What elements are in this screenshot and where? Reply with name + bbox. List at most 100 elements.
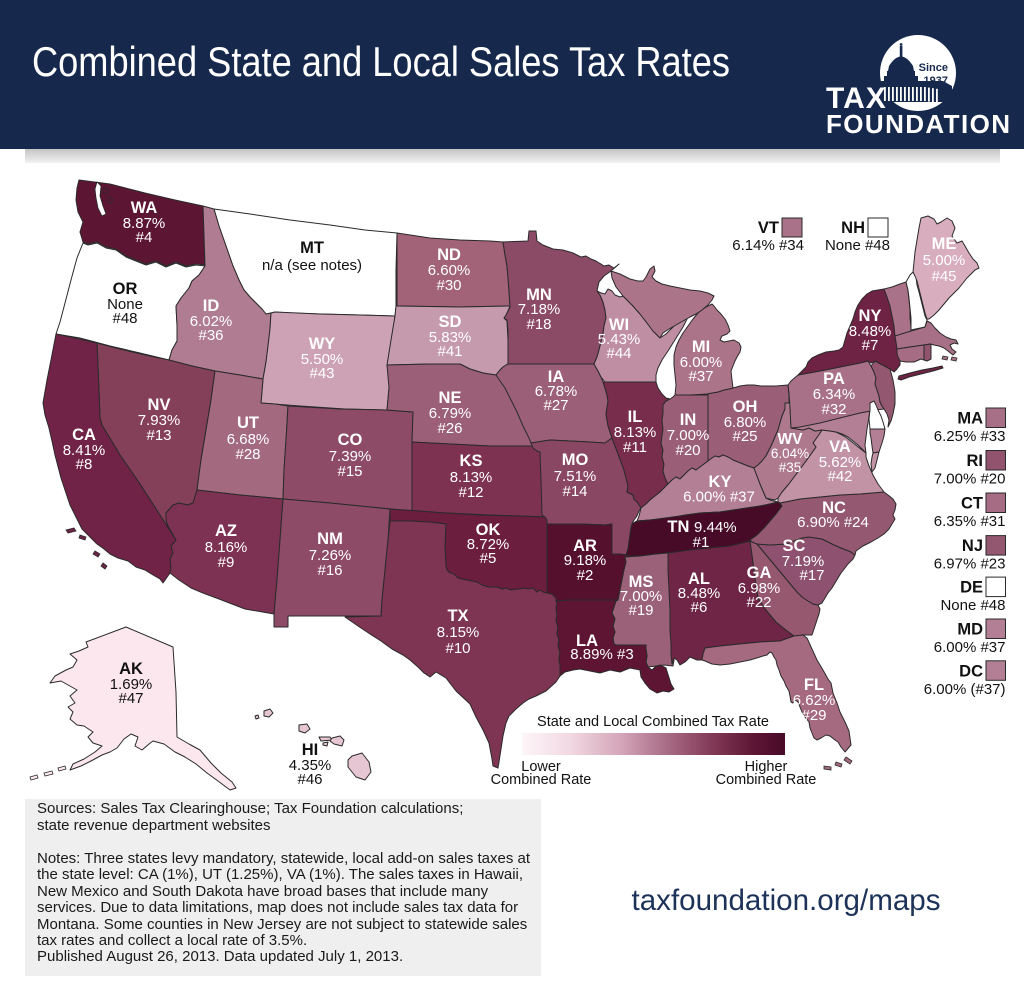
svg-text:KS: KS: [460, 452, 483, 470]
svg-text:#45: #45: [931, 268, 956, 285]
svg-text:OR: OR: [113, 280, 138, 298]
svg-text:IL: IL: [628, 408, 643, 426]
svg-text:#41: #41: [437, 343, 462, 360]
svg-text:WA: WA: [131, 199, 158, 217]
svg-text:6.14% #34: 6.14% #34: [732, 237, 804, 254]
svg-text:NH: NH: [841, 219, 865, 237]
svg-text:#17: #17: [799, 567, 824, 584]
svg-text:#2: #2: [577, 567, 594, 584]
svg-text:CA: CA: [72, 426, 96, 444]
svg-text:8.72%: 8.72%: [467, 536, 510, 553]
svg-text:#27: #27: [543, 397, 568, 414]
svg-text:CO: CO: [338, 431, 363, 449]
svg-text:PA: PA: [823, 370, 845, 388]
svg-text:#15: #15: [337, 463, 362, 480]
svg-text:VA: VA: [829, 438, 851, 456]
svg-text:8.89% #3: 8.89% #3: [570, 646, 633, 663]
svg-text:MO: MO: [562, 451, 589, 469]
svg-text:6.25% #33: 6.25% #33: [934, 428, 1006, 445]
svg-text:#13: #13: [146, 427, 171, 444]
svg-text:#37: #37: [688, 368, 713, 385]
svg-text:MT: MT: [300, 239, 324, 257]
svg-text:OH: OH: [733, 398, 758, 416]
svg-text:Lower: Lower: [521, 759, 561, 775]
svg-text:NE: NE: [439, 389, 462, 407]
svg-text:6.35% #31: 6.35% #31: [934, 513, 1006, 530]
svg-text:#5: #5: [480, 550, 497, 567]
svg-text:AR: AR: [573, 537, 597, 555]
svg-text:#10: #10: [445, 640, 470, 657]
svg-text:#47: #47: [118, 690, 143, 707]
svg-text:#9: #9: [218, 554, 235, 571]
svg-text:MI: MI: [692, 338, 710, 356]
svg-text:MN: MN: [526, 286, 552, 304]
svg-text:9.18%: 9.18%: [564, 552, 607, 569]
svg-text:#19: #19: [628, 602, 653, 619]
svg-text:ND: ND: [437, 246, 461, 264]
svg-text:8.48%: 8.48%: [678, 585, 721, 602]
svg-text:5.50%: 5.50%: [301, 351, 344, 368]
svg-text:#16: #16: [317, 562, 342, 579]
svg-text:7.19%: 7.19%: [782, 553, 825, 570]
svg-text:services. Due to data limitati: services. Due to data limitations, map d…: [37, 899, 518, 916]
svg-text:8.13%: 8.13%: [614, 424, 657, 441]
svg-text:NM: NM: [317, 530, 343, 548]
svg-text:ME: ME: [932, 235, 957, 253]
svg-text:8.15%: 8.15%: [437, 624, 480, 641]
svg-text:6.78%: 6.78%: [535, 383, 578, 400]
svg-text:LA: LA: [576, 632, 598, 650]
svg-text:#32: #32: [821, 401, 846, 418]
svg-text:8.41%: 8.41%: [63, 442, 106, 459]
svg-text:#29: #29: [801, 707, 826, 724]
svg-text:7.00% #20: 7.00% #20: [934, 471, 1006, 488]
svg-text:OK: OK: [476, 521, 501, 539]
svg-text:#14: #14: [562, 483, 587, 500]
svg-text:8.87%: 8.87%: [123, 215, 166, 232]
svg-text:7.00%: 7.00%: [667, 427, 710, 444]
svg-text:FL: FL: [804, 676, 824, 694]
svg-text:6.00% #37: 6.00% #37: [683, 489, 755, 506]
svg-text:8.13%: 8.13%: [450, 469, 493, 486]
svg-text:Sources: Sales Tax Clearinghou: Sources: Sales Tax Clearinghouse; Tax Fo…: [37, 800, 463, 817]
svg-text:New Mexico and South Dakota ha: New Mexico and South Dakota have broad b…: [37, 883, 489, 900]
svg-text:SC: SC: [783, 537, 806, 555]
svg-text:1937: 1937: [924, 75, 948, 87]
svg-text:5.83%: 5.83%: [429, 329, 472, 346]
svg-text:#11: #11: [623, 439, 647, 456]
svg-text:DE: DE: [960, 579, 983, 597]
svg-text:#6: #6: [691, 599, 708, 616]
svg-text:6.97% #23: 6.97% #23: [934, 556, 1006, 573]
svg-text:#35: #35: [779, 460, 802, 475]
svg-text:ID: ID: [203, 297, 220, 315]
svg-text:#7: #7: [862, 337, 879, 354]
svg-text:7.39%: 7.39%: [329, 448, 372, 465]
svg-text:6.00% (#37): 6.00% (#37): [924, 681, 1006, 698]
svg-text:7.00%: 7.00%: [620, 588, 663, 605]
svg-text:#26: #26: [437, 420, 462, 437]
svg-text:#18: #18: [526, 316, 551, 333]
svg-text:6.79%: 6.79%: [429, 405, 472, 422]
svg-text:#48: #48: [112, 310, 137, 327]
svg-text:5.43%: 5.43%: [598, 331, 641, 348]
svg-text:6.02%: 6.02%: [190, 313, 233, 330]
svg-text:None: None: [107, 296, 143, 313]
svg-text:Combined Rate: Combined Rate: [716, 772, 817, 788]
svg-text:taxfoundation.org/maps: taxfoundation.org/maps: [632, 884, 941, 917]
svg-text:KY: KY: [709, 473, 732, 491]
svg-text:#44: #44: [606, 345, 631, 362]
svg-text:6.90% #24: 6.90% #24: [797, 514, 869, 531]
svg-text:TN 9.44%: TN 9.44%: [667, 518, 736, 536]
svg-text:6.04%: 6.04%: [771, 446, 809, 461]
svg-text:WV: WV: [778, 431, 804, 448]
svg-text:VT: VT: [758, 219, 779, 237]
svg-text:7.93%: 7.93%: [138, 412, 181, 429]
svg-text:#8: #8: [76, 456, 93, 473]
svg-text:UT: UT: [237, 414, 259, 432]
svg-text:8.16%: 8.16%: [205, 539, 248, 556]
svg-text:AZ: AZ: [215, 522, 237, 540]
svg-text:Combined Rate: Combined Rate: [491, 772, 592, 788]
svg-text:#43: #43: [309, 365, 334, 382]
svg-text:CT: CT: [961, 495, 983, 513]
svg-text:GA: GA: [747, 564, 772, 582]
svg-text:DC: DC: [959, 662, 983, 680]
